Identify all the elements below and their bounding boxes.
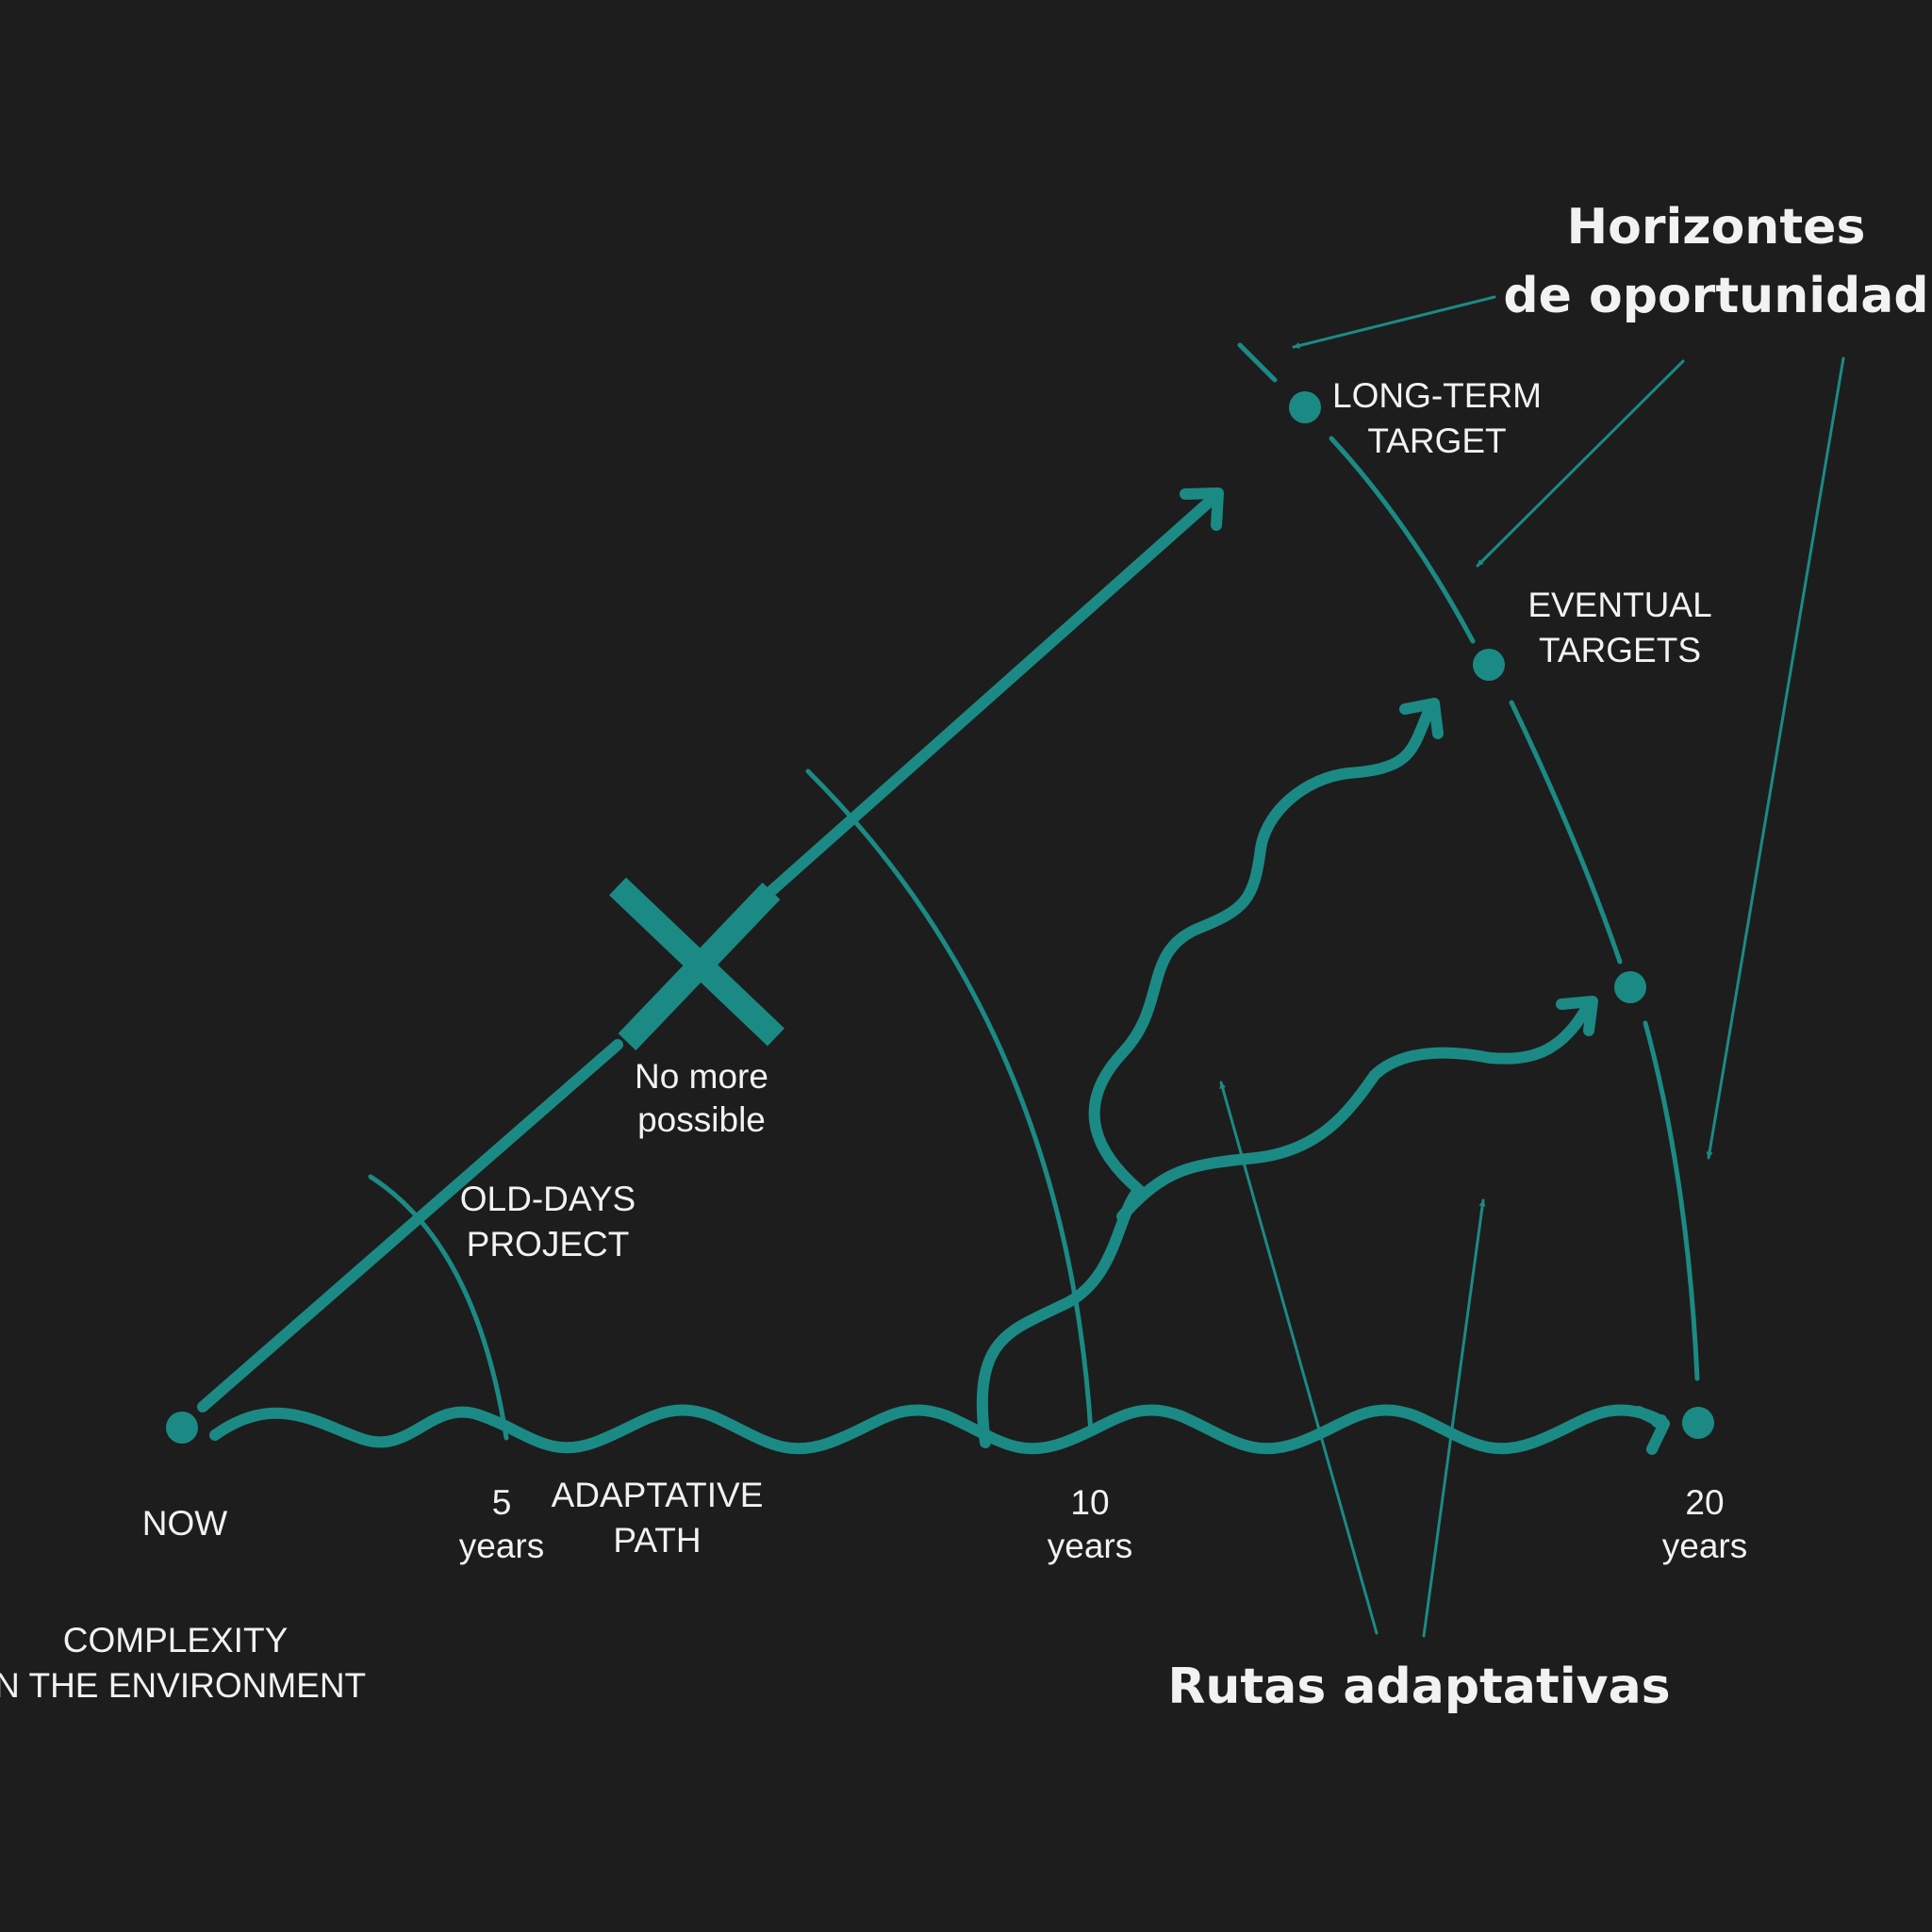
- horizon-arc-20-years-b: [1509, 700, 1623, 965]
- complexity-label-line-2: IN THE ENVIRONMENT: [0, 1666, 366, 1705]
- annotation-arrow-horizon-right: [1706, 356, 1845, 1160]
- long-term-target-dot-icon: [1289, 391, 1321, 423]
- adaptive-route-upper: [976, 702, 1436, 1448]
- five-years-number: 5: [492, 1483, 512, 1522]
- horizon-arc-10-years: [805, 768, 1094, 1436]
- annotation-arrow-routes-left: [1219, 1081, 1379, 1635]
- no-more-possible-label-line-2: possible: [637, 1100, 766, 1139]
- routes-title: Rutas adaptativas: [1167, 1659, 1670, 1715]
- now-dot-icon: [166, 1412, 198, 1444]
- adaptive-route-lower: [1116, 999, 1594, 1222]
- horizons-title-line-1: Horizontes: [1567, 199, 1866, 256]
- twenty-years-number: 20: [1685, 1483, 1724, 1522]
- horizons-title-line-2: de oportunidad: [1503, 268, 1928, 324]
- horizon-arc-20-years-c: [1643, 1020, 1700, 1381]
- eventual-targets-label-line-2: TARGETS: [1539, 631, 1701, 669]
- adaptive-path-wave: [209, 1404, 1668, 1455]
- no-more-possible-label-line-1: No more: [635, 1057, 768, 1096]
- adaptive-path-label-line-1: ADAPTATIVE: [552, 1476, 764, 1514]
- annotation-arrow-horizon-middle: [1476, 359, 1685, 568]
- twenty-years-unit: years: [1662, 1527, 1747, 1565]
- old-days-project-line: [197, 1039, 623, 1412]
- long-term-label-line-2: TARGET: [1367, 421, 1506, 460]
- twenty-years-arrowhead-icon: [1633, 1406, 1670, 1455]
- horizon-arc-5-years: [368, 1174, 509, 1441]
- ten-years-number: 10: [1070, 1483, 1109, 1522]
- old-days-project-label-line-1: OLD-DAYS: [460, 1180, 636, 1218]
- eventual-target-lower-arrowhead-icon: [1556, 996, 1598, 1036]
- adaptive-path-label-line-2: PATH: [613, 1521, 701, 1560]
- ten-years-unit: years: [1048, 1527, 1132, 1565]
- annotation-arrow-horizon-top: [1292, 295, 1496, 349]
- complexity-label-line-1: COMPLEXITY: [63, 1621, 289, 1660]
- twenty-years-dot-icon: [1682, 1407, 1714, 1439]
- old-days-project-line-continued: [766, 494, 1217, 897]
- eventual-targets-label-line-1: EVENTUAL: [1527, 586, 1711, 624]
- annotation-arrow-routes-right: [1422, 1198, 1486, 1638]
- eventual-target-upper-dot-icon: [1473, 649, 1505, 681]
- horizon-arc-20-years-top: [1237, 342, 1278, 383]
- x-mark-icon: [609, 877, 784, 1050]
- five-years-unit: years: [459, 1527, 544, 1565]
- long-term-arrowhead-icon: [1180, 487, 1224, 531]
- old-days-project-label-line-2: PROJECT: [467, 1225, 630, 1263]
- now-label: NOW: [142, 1504, 228, 1543]
- eventual-target-upper-arrowhead-icon: [1399, 698, 1444, 739]
- eventual-target-lower-dot-icon: [1614, 971, 1646, 1003]
- long-term-label-line-1: LONG-TERM: [1332, 376, 1542, 415]
- horizon-arc-20-years-a: [1329, 436, 1476, 644]
